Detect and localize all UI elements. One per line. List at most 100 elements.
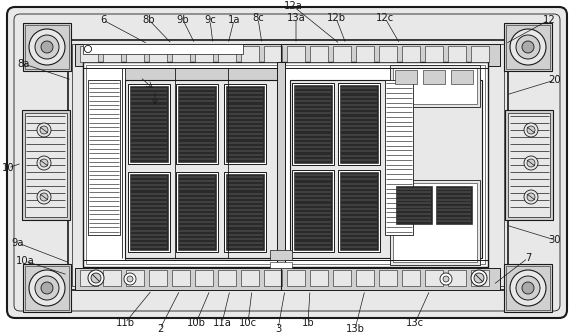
Circle shape [37,123,51,137]
Circle shape [29,29,65,65]
Text: 10a: 10a [16,256,34,266]
Bar [195,270,213,286]
Text: 1b: 1b [302,318,315,328]
Bar [290,80,482,258]
Bar [379,46,397,62]
Bar [25,266,69,310]
Bar [226,86,264,162]
Bar [425,46,443,62]
Bar [103,46,121,62]
Text: 13a: 13a [286,13,305,23]
Text: 8a: 8a [18,59,30,69]
Bar [126,270,144,286]
Bar [451,70,473,84]
Bar [333,270,351,286]
FancyBboxPatch shape [7,7,567,318]
Bar [294,172,332,250]
Bar [504,264,552,312]
Bar [72,44,504,286]
Bar [22,110,70,220]
Text: 12b: 12b [327,13,346,23]
Text: 10b: 10b [186,318,205,328]
Circle shape [85,46,91,53]
Circle shape [35,276,59,300]
Bar [338,170,380,252]
Circle shape [524,156,538,170]
Text: 20: 20 [549,75,561,85]
Bar [195,46,213,62]
Bar [83,62,488,267]
Text: 10: 10 [2,163,14,173]
Bar [176,172,218,252]
Circle shape [40,159,48,167]
Circle shape [443,276,449,282]
Text: 3: 3 [275,324,281,334]
Text: 12a: 12a [283,1,302,11]
Bar [448,46,466,62]
Bar [436,186,472,224]
Circle shape [88,270,104,286]
Text: 8c: 8c [252,13,264,23]
Bar [130,174,168,250]
Bar [172,46,190,62]
Circle shape [29,270,65,306]
Circle shape [91,273,101,283]
Bar [103,270,121,286]
Bar [340,85,378,163]
Bar [425,270,443,286]
Circle shape [471,270,487,286]
Bar [292,170,334,252]
Bar [504,23,552,71]
Text: 30: 30 [549,235,561,245]
Bar [23,23,71,71]
Bar [125,80,280,258]
Circle shape [85,46,91,53]
Bar [379,270,397,286]
Bar [178,174,216,250]
Circle shape [127,276,133,282]
Bar [75,44,500,66]
Bar [149,270,167,286]
Bar [130,86,168,162]
Circle shape [527,193,535,201]
Bar [125,248,280,260]
Text: 11a: 11a [213,318,231,328]
Bar [402,270,420,286]
Bar [333,46,351,62]
Circle shape [37,156,51,170]
Text: 13b: 13b [346,324,365,334]
Bar [68,40,508,290]
Circle shape [41,282,53,294]
Bar [270,262,292,268]
Bar [226,174,264,250]
Bar [264,46,282,62]
Text: 13c: 13c [406,318,424,328]
Circle shape [40,193,48,201]
Text: 12: 12 [543,15,555,25]
Bar [75,268,500,290]
Bar [80,46,98,62]
Bar [287,46,305,62]
Bar [310,270,328,286]
Bar [224,172,266,252]
Bar [128,84,170,164]
Bar [448,270,466,286]
Circle shape [527,159,535,167]
Circle shape [527,126,535,134]
Bar [264,270,282,286]
Text: 7: 7 [525,253,531,263]
Circle shape [35,35,59,59]
Bar [172,270,190,286]
Circle shape [516,276,540,300]
Bar [393,183,477,262]
Bar [338,83,380,165]
Bar [385,80,413,235]
Bar [393,68,477,104]
Bar [287,270,305,286]
Bar [356,270,374,286]
Bar [505,110,553,220]
Bar [25,25,69,69]
Bar [506,266,550,310]
Bar [340,172,378,250]
Circle shape [124,273,136,285]
